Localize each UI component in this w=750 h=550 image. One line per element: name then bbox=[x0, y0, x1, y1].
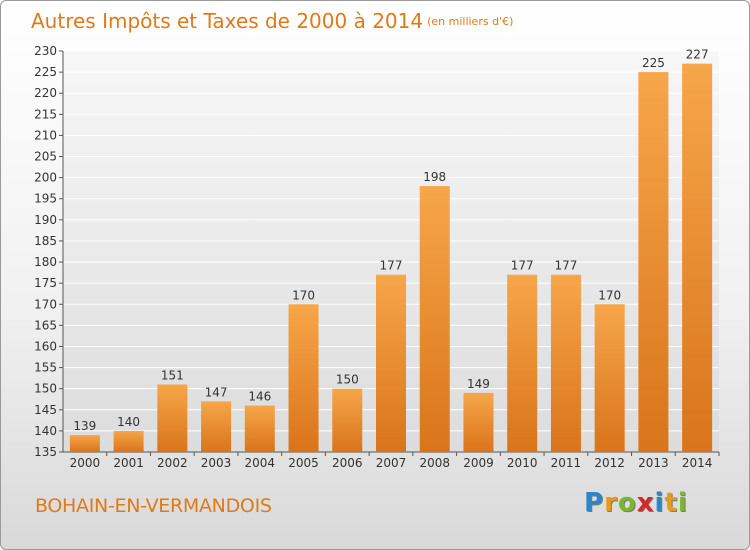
logo-letter: i bbox=[654, 488, 665, 518]
commune-name: BOHAIN-EN-VERMANDOIS bbox=[35, 495, 272, 517]
bar bbox=[682, 63, 713, 453]
x-tick-label: 2006 bbox=[332, 456, 363, 470]
data-label: 198 bbox=[423, 170, 446, 184]
bar bbox=[550, 274, 581, 452]
bar bbox=[594, 304, 625, 452]
y-tick-label: 215 bbox=[34, 107, 57, 121]
x-tick-label: 2001 bbox=[113, 456, 144, 470]
x-tick-label: 2000 bbox=[70, 456, 101, 470]
x-tick-label: 2008 bbox=[419, 456, 450, 470]
y-tick-label: 185 bbox=[34, 234, 57, 248]
logo-letter: P bbox=[584, 488, 605, 518]
bar bbox=[244, 405, 275, 452]
title-text: Autres Impôts et Taxes de 2000 à 2014 bbox=[31, 9, 424, 33]
y-tick-label: 145 bbox=[34, 403, 57, 417]
proxiti-logo: Proxiti bbox=[584, 488, 688, 518]
bar bbox=[288, 304, 319, 452]
y-tick-label: 140 bbox=[34, 424, 57, 438]
data-label: 225 bbox=[642, 56, 665, 70]
x-tick-label: 2013 bbox=[638, 456, 669, 470]
bar bbox=[638, 72, 669, 453]
data-label: 177 bbox=[511, 259, 534, 273]
logo-letter: r bbox=[604, 488, 618, 518]
data-label: 139 bbox=[73, 419, 96, 433]
x-tick-label: 2005 bbox=[288, 456, 319, 470]
x-tick-label: 2003 bbox=[201, 456, 232, 470]
logo-letter: i bbox=[677, 488, 688, 518]
data-label: 147 bbox=[205, 385, 228, 399]
y-tick-label: 150 bbox=[34, 382, 57, 396]
y-tick-label: 220 bbox=[34, 86, 57, 100]
y-tick-label: 230 bbox=[34, 44, 57, 58]
y-tick-label: 210 bbox=[34, 128, 57, 142]
x-tick-label: 2012 bbox=[594, 456, 625, 470]
x-tick-label: 2011 bbox=[551, 456, 582, 470]
y-tick-label: 165 bbox=[34, 318, 57, 332]
bar bbox=[376, 274, 406, 452]
logo-letter: t bbox=[664, 488, 678, 518]
y-tick-label: 170 bbox=[34, 297, 57, 311]
bar bbox=[463, 392, 494, 452]
x-tick-label: 2002 bbox=[157, 456, 188, 470]
bar bbox=[332, 388, 363, 452]
data-label: 227 bbox=[686, 48, 709, 62]
x-tick-label: 2004 bbox=[245, 456, 276, 470]
bar bbox=[507, 274, 538, 452]
y-tick-label: 135 bbox=[34, 445, 57, 459]
y-tick-label: 160 bbox=[34, 339, 57, 353]
y-tick-label: 180 bbox=[34, 255, 57, 269]
logo-letter: o bbox=[617, 488, 637, 518]
data-label: 170 bbox=[292, 288, 315, 302]
bar bbox=[69, 435, 100, 452]
y-tick-label: 190 bbox=[34, 213, 57, 227]
data-label: 149 bbox=[467, 377, 490, 391]
data-label: 150 bbox=[336, 373, 359, 387]
bar bbox=[113, 430, 144, 452]
y-tick-label: 155 bbox=[34, 361, 57, 375]
y-tick-label: 225 bbox=[34, 65, 57, 79]
data-label: 140 bbox=[117, 415, 140, 429]
data-label: 151 bbox=[161, 368, 184, 382]
y-tick-label: 175 bbox=[34, 276, 57, 290]
x-tick-label: 2007 bbox=[376, 456, 407, 470]
y-tick-label: 200 bbox=[34, 171, 57, 185]
logo-letter: x bbox=[636, 488, 655, 518]
chart-title: Autres Impôts et Taxes de 2000 à 2014 (en… bbox=[31, 9, 513, 33]
data-label: 177 bbox=[554, 259, 577, 273]
data-label: 170 bbox=[598, 288, 621, 302]
bar bbox=[419, 186, 450, 453]
x-tick-label: 2010 bbox=[507, 456, 538, 470]
x-tick-label: 2014 bbox=[682, 456, 713, 470]
data-label: 177 bbox=[380, 259, 403, 273]
bar bbox=[157, 384, 188, 452]
x-tick-label: 2009 bbox=[463, 456, 494, 470]
y-tick-label: 195 bbox=[34, 192, 57, 206]
bar bbox=[201, 401, 232, 452]
unit-text: (en milliers d'€) bbox=[427, 15, 514, 28]
data-label: 146 bbox=[248, 390, 271, 404]
y-tick-label: 205 bbox=[34, 150, 57, 164]
